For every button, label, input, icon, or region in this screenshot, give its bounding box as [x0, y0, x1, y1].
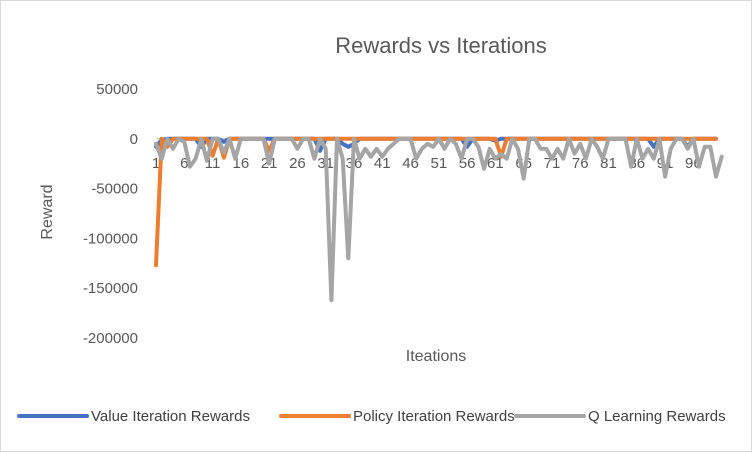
y-tick-label: -200000 [83, 330, 138, 347]
y-axis-ticks: 50000 0 -50000 -100000 -150000 -200000 [83, 81, 138, 347]
x-tick-label: 1 [152, 155, 160, 172]
legend-label: Policy Iteration Rewards [353, 408, 515, 425]
x-tick-label: 51 [430, 155, 447, 172]
chart-title: Rewards vs Iterations [335, 33, 547, 58]
y-tick-label: -150000 [83, 280, 138, 297]
y-tick-label: 0 [130, 131, 138, 148]
legend: Value Iteration Rewards Policy Iteration … [17, 408, 726, 425]
legend-label: Value Iteration Rewards [91, 408, 250, 425]
x-axis-title: Iteations [406, 348, 466, 365]
y-tick-label: -50000 [91, 181, 138, 198]
y-tick-label: 50000 [96, 81, 138, 98]
x-tick-label: 61 [487, 155, 504, 172]
x-tick-label: 6 [180, 155, 188, 172]
x-tick-label: 26 [289, 155, 306, 172]
series-lines [154, 136, 724, 303]
x-tick-label: 71 [544, 155, 561, 172]
x-tick-label: 41 [374, 155, 391, 172]
y-tick-label: -100000 [83, 230, 138, 247]
series-line-3 [154, 136, 724, 303]
legend-label: Q Learning Rewards [588, 408, 726, 425]
y-axis-title: Reward [39, 184, 56, 239]
